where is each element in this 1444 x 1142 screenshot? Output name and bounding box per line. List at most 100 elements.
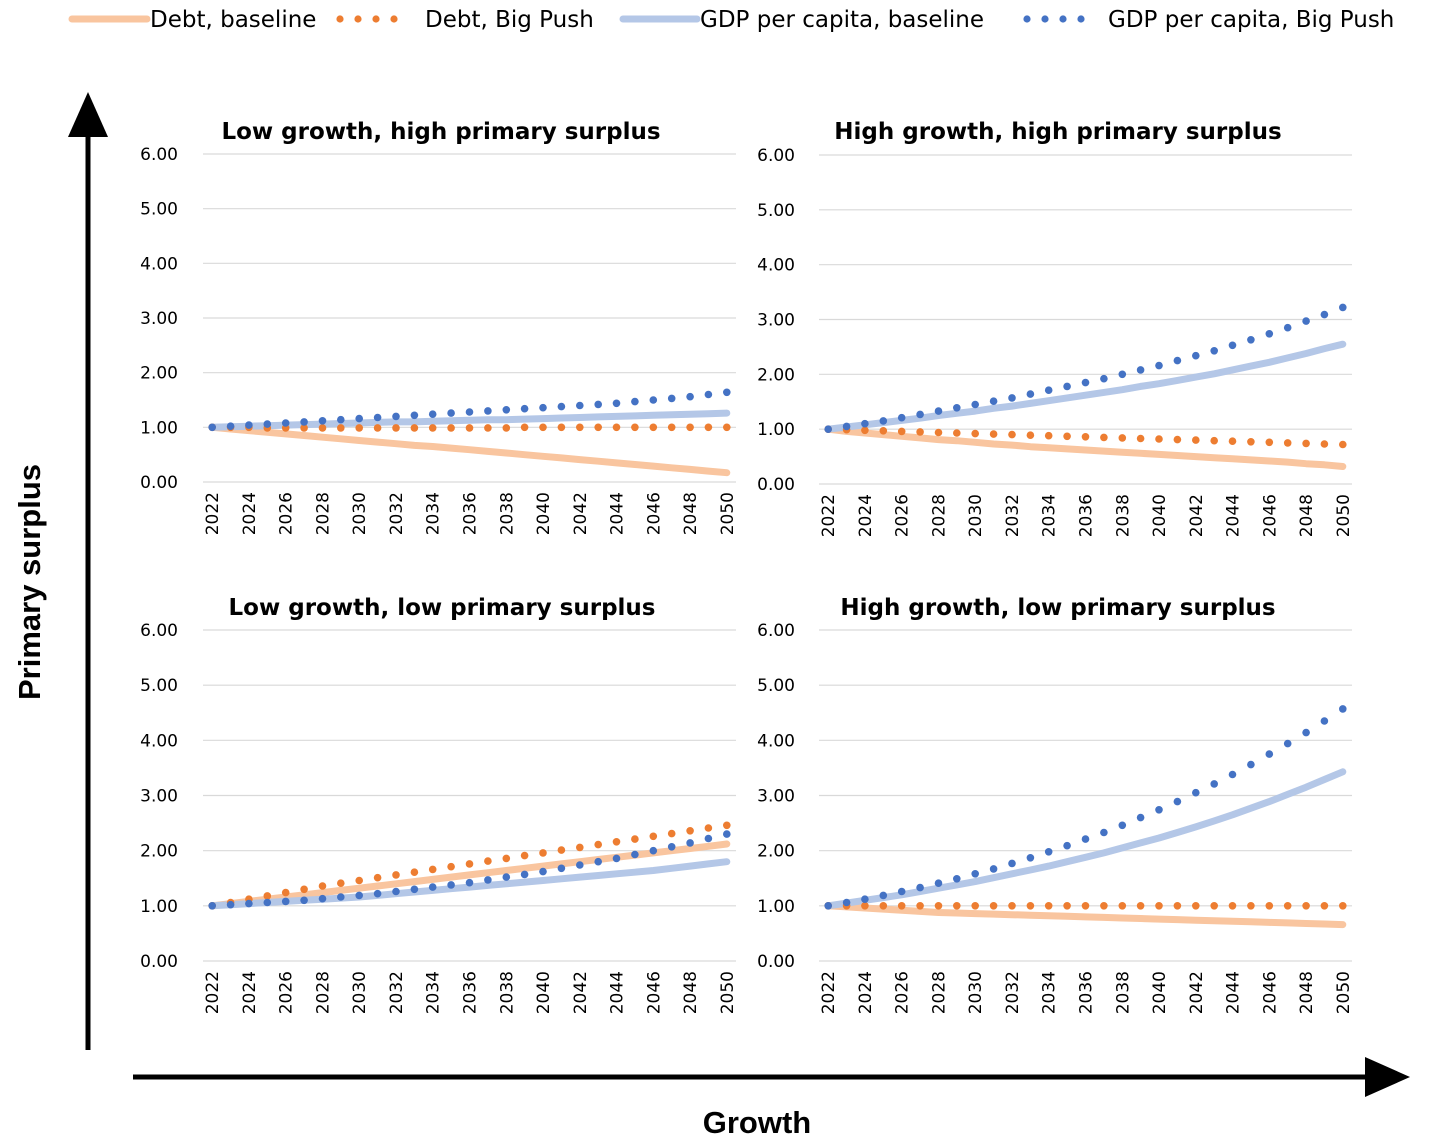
data-point: [934, 407, 943, 415]
data-point: [373, 413, 382, 422]
data-point: [612, 838, 621, 846]
panel-bottom-left: Low growth, low primary surplus 0.00 1.00 2…: [140, 595, 738, 1014]
data-point: [1247, 760, 1255, 769]
data-point: [447, 424, 455, 432]
series-gdp-per-capita-baseline: [208, 858, 731, 910]
data-point: [861, 419, 869, 428]
data-point: [953, 429, 961, 437]
x-tick-label: 2042: [1187, 971, 1207, 1014]
data-point: [410, 868, 419, 876]
data-point: [667, 423, 676, 432]
data-point: [392, 412, 400, 421]
data-point: [502, 406, 511, 414]
data-point: [953, 902, 961, 910]
data-point: [447, 409, 455, 417]
data-point: [484, 424, 492, 432]
legend-swatch-dot: [1041, 15, 1049, 23]
x-tick-label: 2032: [1003, 494, 1023, 537]
x-tick-label: 2030: [350, 492, 370, 535]
y-tick-label: 1.00: [757, 420, 795, 440]
y-tick-label: 0.00: [140, 952, 178, 972]
x-tick-label: 2046: [1260, 971, 1280, 1014]
data-point: [704, 423, 713, 432]
data-point: [667, 394, 676, 403]
y-tick-label: 3.00: [757, 787, 795, 807]
data-point: [1136, 434, 1145, 443]
data-point: [934, 902, 943, 910]
x-tick-label: 2042: [571, 971, 591, 1014]
data-point: [465, 424, 474, 432]
data-point: [989, 397, 998, 406]
legend-item-debt-big-push: Debt, Big Push: [336, 7, 594, 33]
data-point: [667, 843, 676, 851]
data-point: [465, 878, 474, 887]
x-tick-label: 2038: [1113, 971, 1133, 1014]
x-tick-label: 2022: [819, 494, 839, 537]
data-point: [539, 867, 547, 876]
data-point: [337, 424, 345, 432]
series-line: [824, 425, 1347, 470]
data-point: [245, 899, 253, 908]
data-point: [1136, 813, 1145, 822]
data-point: [1320, 717, 1329, 725]
y-tick-label: 6.00: [140, 145, 178, 165]
data-point: [667, 829, 676, 838]
legend-swatch: [1023, 15, 1085, 23]
legend-label: GDP per capita, baseline: [700, 7, 984, 33]
data-point: [1155, 806, 1163, 814]
y-tick-label: 4.00: [140, 254, 178, 274]
data-point: [686, 839, 694, 847]
y-tick-label: 3.00: [757, 311, 795, 331]
data-point: [1044, 431, 1053, 440]
data-point: [520, 404, 529, 413]
y-tick-label: 5.00: [140, 200, 178, 220]
data-point: [576, 861, 584, 869]
data-point: [953, 404, 961, 412]
x-tick-label: 2048: [681, 971, 701, 1014]
data-point: [1247, 902, 1255, 910]
data-point: [971, 400, 979, 409]
data-point: [300, 418, 308, 426]
x-tick-label: 2028: [929, 494, 949, 537]
x-tick-label: 2036: [461, 492, 481, 535]
data-point: [1044, 848, 1053, 856]
data-point: [879, 417, 888, 425]
data-point: [1155, 435, 1163, 443]
data-point: [520, 423, 529, 432]
data-point: [1192, 902, 1200, 910]
y-tick-label: 2.00: [140, 842, 178, 862]
data-point: [649, 423, 658, 432]
panel-top-left: Low growth, high primary surplus 0.00 1.00…: [140, 119, 738, 535]
series-gdp-per-capita-big-push: [824, 705, 1347, 910]
data-point: [1210, 780, 1218, 788]
data-point: [971, 902, 979, 910]
panel-title: Low growth, high primary surplus: [221, 119, 660, 145]
legend-swatch-dot: [336, 15, 344, 23]
series-debt-baseline: [208, 840, 731, 910]
data-point: [1173, 356, 1182, 365]
data-point: [1265, 438, 1274, 447]
data-point: [1008, 430, 1016, 439]
x-tick-label: 2040: [1150, 494, 1170, 537]
data-point: [392, 887, 400, 896]
x-tick-label: 2034: [424, 971, 444, 1014]
data-point: [916, 883, 924, 892]
data-point: [1081, 902, 1090, 910]
data-point: [861, 902, 869, 910]
data-point: [576, 401, 584, 410]
y-tick-label: 6.00: [140, 621, 178, 641]
series-gdp-per-capita-baseline: [824, 340, 1347, 433]
data-point: [861, 895, 869, 903]
panel-title: High growth, low primary surplus: [840, 595, 1275, 621]
data-point: [1100, 828, 1108, 837]
series-line: [824, 902, 1347, 929]
y-tick-label: 5.00: [140, 676, 178, 696]
data-point: [410, 885, 419, 894]
x-tick-label: 2032: [1003, 971, 1023, 1014]
data-point: [1228, 902, 1237, 910]
data-point: [897, 427, 906, 436]
legend-swatch-dot: [1077, 15, 1085, 23]
data-point: [704, 390, 713, 399]
panel-title: Low growth, low primary surplus: [229, 595, 656, 621]
data-point: [704, 834, 713, 843]
